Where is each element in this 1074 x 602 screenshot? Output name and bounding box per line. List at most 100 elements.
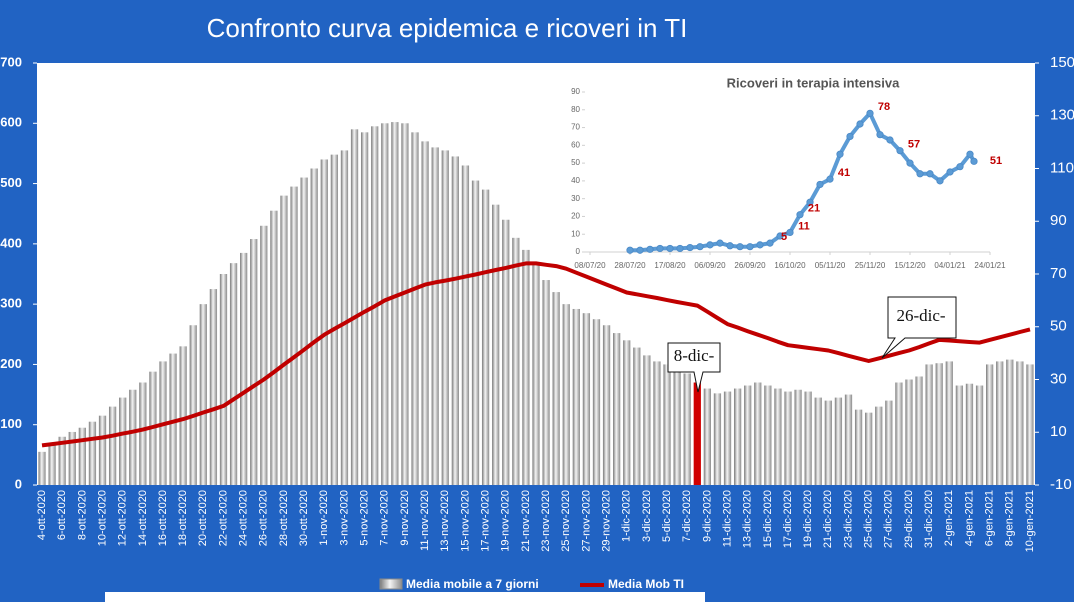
bar: [451, 156, 459, 485]
marker: [926, 170, 934, 178]
data-label: 21: [808, 203, 820, 215]
bar: [844, 394, 853, 485]
x-tick-label: 4-ott-2020: [36, 490, 48, 540]
bar: [1026, 364, 1034, 485]
x-tick-label: 2-gen-2021: [943, 490, 955, 546]
marker: [856, 120, 864, 128]
marker: [946, 168, 954, 176]
annotation-text: 26-dic-: [896, 306, 945, 325]
bar: [713, 393, 722, 485]
marker: [646, 245, 654, 253]
bar: [340, 150, 349, 485]
bar: [875, 406, 883, 485]
y-tick-label: 50: [571, 158, 580, 167]
bar: [592, 319, 601, 485]
marker: [736, 243, 744, 251]
bar: [350, 129, 359, 486]
bar: [602, 325, 611, 485]
bar: [229, 263, 238, 485]
bar: [582, 313, 591, 485]
bar: [108, 406, 117, 485]
x-tick-label: 17-dic-2020: [782, 490, 794, 548]
bar: [633, 347, 641, 485]
x-tick-label: 30-ott-2020: [298, 490, 310, 546]
y-tick-label: 70: [571, 123, 580, 132]
bar: [512, 237, 520, 485]
x-tick-label: 18-ott-2020: [177, 490, 189, 546]
x-tick-label: 26-ott-2020: [258, 490, 270, 546]
y-tick-label: 60: [571, 140, 580, 149]
bar: [673, 369, 681, 485]
bar: [189, 325, 197, 485]
bar: [48, 444, 56, 485]
x-tick-label: 27-dic-2020: [883, 490, 895, 548]
marker: [936, 177, 944, 185]
x-tick-label: 21-nov-2020: [520, 490, 532, 552]
x-tick-label: 22-ott-2020: [217, 490, 229, 546]
data-label: 41: [838, 167, 850, 179]
marker: [746, 243, 754, 251]
x-tick-label: 14-ott-2020: [137, 490, 149, 546]
marker: [806, 198, 814, 206]
y2-tick-label: 70: [1050, 265, 1067, 282]
bar: [643, 355, 651, 485]
data-label: 57: [908, 139, 920, 151]
bar: [471, 180, 480, 486]
x-tick-label: 26/09/20: [734, 261, 766, 270]
legend-label: Media Mob TI: [608, 577, 684, 591]
x-tick-label: 19-dic-2020: [802, 490, 814, 548]
bar: [129, 389, 137, 485]
x-tick-label: 17/08/20: [654, 261, 686, 270]
x-tick-label: 5-dic-2020: [661, 490, 673, 542]
bar: [925, 364, 933, 485]
x-tick-label: 13-dic-2020: [742, 490, 754, 548]
x-tick-label: 7-dic-2020: [681, 490, 693, 542]
bar: [38, 451, 46, 485]
bar: [401, 123, 409, 486]
bar: [492, 204, 500, 485]
y-tick-label: 40: [571, 176, 580, 185]
x-tick-label: 25/11/20: [855, 261, 886, 270]
marker: [796, 211, 804, 219]
bar: [431, 147, 439, 485]
bar: [98, 415, 107, 485]
marker: [916, 170, 924, 178]
bar: [58, 436, 66, 485]
bar: [330, 154, 339, 486]
bar: [834, 397, 843, 485]
bar: [854, 409, 863, 485]
x-tick-label: 4-gen-2021: [963, 490, 975, 546]
y-tick-label: 0: [576, 247, 581, 256]
bar: [119, 397, 127, 485]
x-tick-label: 9-nov-2020: [399, 490, 411, 546]
bar: [310, 168, 318, 485]
bar: [441, 150, 449, 485]
marker: [676, 244, 684, 253]
x-tick-label: 06/09/20: [694, 261, 726, 270]
bar: [461, 165, 470, 485]
marker: [966, 150, 974, 158]
x-tick-label: 15-nov-2020: [459, 490, 471, 552]
bar: [542, 280, 550, 485]
bar: [935, 363, 943, 485]
x-tick-label: 29-nov-2020: [600, 490, 612, 552]
bar: [986, 364, 994, 485]
y2-tick-label: 110: [1050, 159, 1074, 176]
main-chart: 0100200300400500600700-10103050709011013…: [0, 54, 1074, 552]
marker: [626, 246, 634, 254]
bar: [955, 385, 964, 485]
callout-box: [667, 342, 721, 393]
chart-title: Confronto curva epidemica e ricoveri in …: [207, 13, 688, 43]
y2-tick-label: 10: [1050, 423, 1067, 440]
bar: [764, 385, 772, 485]
x-tick-label: 28/07/20: [614, 261, 646, 270]
bar: [1016, 361, 1024, 485]
bar: [733, 388, 742, 485]
bar: [814, 397, 822, 485]
y-tick-label: 20: [571, 212, 580, 221]
bar: [744, 385, 752, 485]
bar: [320, 159, 328, 485]
x-tick-label: 1-dic-2020: [621, 490, 633, 542]
bar: [240, 252, 248, 485]
